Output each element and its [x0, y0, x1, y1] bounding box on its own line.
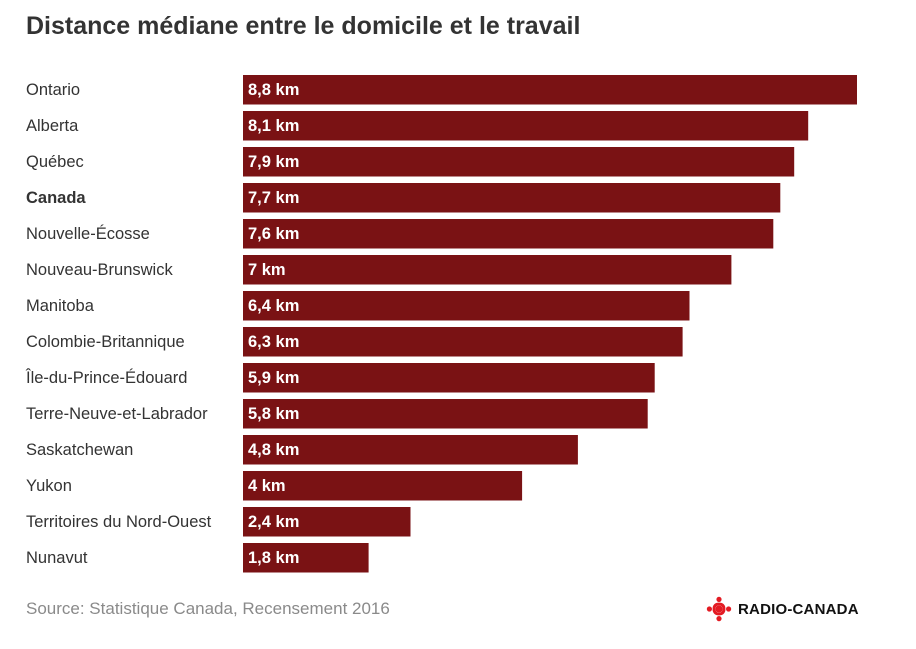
category-label: Territoires du Nord-Ouest: [26, 513, 212, 531]
bar: [243, 399, 648, 429]
chart-title: Distance médiane entre le domicile et le…: [26, 12, 581, 40]
value-label: 7 km: [248, 261, 286, 279]
bar: [243, 327, 683, 357]
value-label: 5,8 km: [248, 405, 299, 423]
value-label: 7,7 km: [248, 189, 299, 207]
category-label: Québec: [26, 153, 84, 171]
category-label: Canada: [26, 189, 86, 207]
radio-canada-wordmark: RADIO-CANADA: [738, 600, 859, 618]
radio-canada-gem-icon: [706, 596, 732, 622]
category-label: Ontario: [26, 81, 80, 99]
category-label: Saskatchewan: [26, 441, 133, 459]
bar: [243, 435, 578, 465]
category-label: Colombie-Britannique: [26, 333, 185, 351]
bar: [243, 183, 781, 213]
source-note: Source: Statistique Canada, Recensement …: [26, 599, 390, 618]
bar: [243, 111, 809, 141]
value-label: 7,9 km: [248, 153, 299, 171]
category-label: Yukon: [26, 477, 72, 495]
bars: [243, 75, 857, 573]
value-label: 1,8 km: [248, 549, 299, 567]
bar: [243, 255, 732, 285]
value-label: 5,9 km: [248, 369, 299, 387]
bar: [243, 75, 857, 105]
bar: [243, 363, 655, 393]
value-label: 7,6 km: [248, 225, 299, 243]
radio-canada-logo: RADIO-CANADA: [706, 596, 859, 622]
bar: [243, 471, 523, 501]
category-label: Nouveau-Brunswick: [26, 261, 173, 279]
bar: [243, 543, 369, 573]
value-label: 4 km: [248, 477, 286, 495]
bar: [243, 219, 774, 249]
category-label: Manitoba: [26, 297, 95, 315]
value-label: 8,1 km: [248, 117, 299, 135]
category-label: Nunavut: [26, 549, 88, 567]
value-labels: 8,8 km 8,1 km 7,9 km 7,7 km 7,6 km 7 km 6,4 km…: [248, 81, 299, 567]
value-label: 2,4 km: [248, 513, 299, 531]
bar-chart: Ontario Alberta Québec Canada Nouvelle-Écoss…: [25, 75, 857, 573]
value-label: 4,8 km: [248, 441, 299, 459]
category-label: Île-du-Prince-Édouard: [25, 368, 187, 387]
category-label: Alberta: [26, 117, 79, 135]
category-labels: Ontario Alberta Québec Canada Nouvelle-Écoss…: [25, 81, 212, 567]
value-label: 6,3 km: [248, 333, 299, 351]
bar: [243, 291, 690, 321]
value-label: 8,8 km: [248, 81, 299, 99]
bar: [243, 147, 795, 177]
bar: [243, 507, 411, 537]
value-label: 6,4 km: [248, 297, 299, 315]
category-label: Terre-Neuve-et-Labrador: [26, 405, 208, 423]
category-label: Nouvelle-Écosse: [26, 224, 150, 243]
